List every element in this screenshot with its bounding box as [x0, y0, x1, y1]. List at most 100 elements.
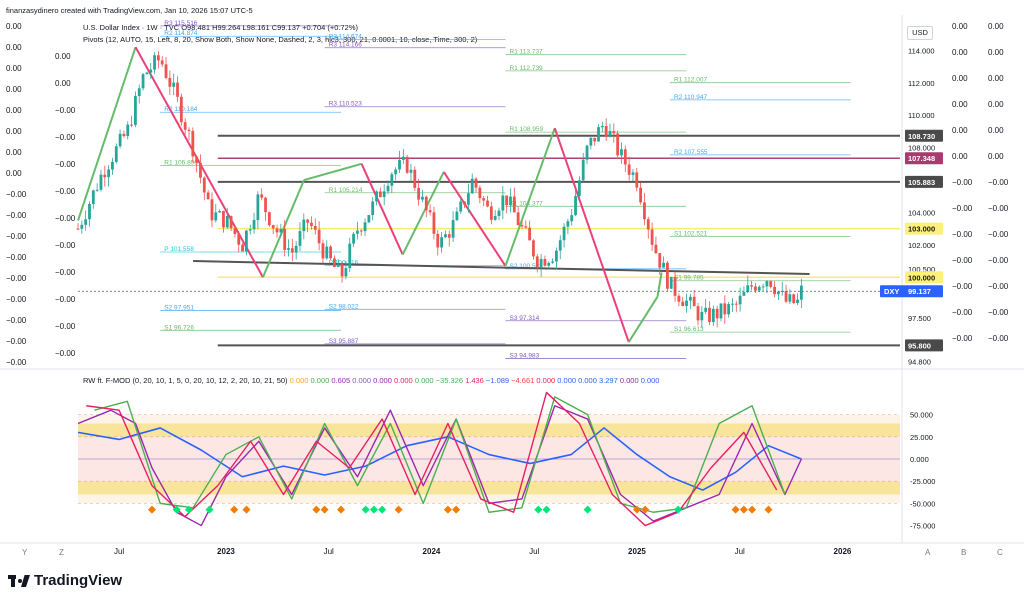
last-price-label: 99.137: [908, 287, 931, 296]
left-scale-1-value: 0.00: [6, 127, 22, 136]
left-scale-1-value: 0.00: [6, 106, 22, 115]
candle-body: [799, 285, 803, 300]
candle-body: [562, 226, 566, 241]
left-scale-2-value: −0.00: [55, 241, 76, 250]
candle-body: [727, 304, 731, 315]
candle-body: [466, 193, 470, 205]
candle-body: [432, 212, 436, 234]
left-scale-1-value: −0.00: [6, 316, 27, 325]
candle-body: [371, 201, 375, 216]
candle-body: [271, 225, 275, 229]
rw-indicator-values: 0.000 0.000 0.605 0.000 0.000 0.000 0.00…: [290, 376, 660, 385]
rw-value: 0.000: [308, 376, 330, 385]
candle-body: [187, 129, 191, 131]
candle-body: [677, 295, 681, 302]
left-scale-2-value: −0.00: [55, 214, 76, 223]
candle-body: [183, 122, 187, 130]
candle-body: [593, 137, 597, 142]
candle-body: [336, 264, 340, 267]
osc-upper-zone: [78, 423, 900, 437]
candle-body: [88, 203, 91, 220]
candle-body: [317, 229, 321, 244]
left-scale-2-value: −0.00: [55, 322, 76, 331]
tradingview-logo-icon: [8, 575, 30, 588]
corner-label-z[interactable]: Z: [59, 548, 64, 557]
candle-body: [589, 137, 593, 146]
tradingview-logo: TradingView: [8, 572, 122, 589]
price-tag: [905, 152, 943, 165]
corner-label-b[interactable]: B: [961, 548, 967, 557]
last-price-tag: [905, 285, 943, 298]
candle-body: [176, 82, 179, 97]
right-scale-1-value: 0.00: [952, 152, 968, 161]
candle-body: [731, 303, 734, 305]
candle-body: [382, 191, 386, 198]
candle-body: [287, 248, 290, 250]
candle-body: [746, 285, 750, 293]
candle-body: [409, 169, 413, 173]
rw-value: −35.326: [433, 376, 463, 385]
pivot-level-label: R2 107.555: [674, 149, 708, 156]
candle-body: [524, 226, 528, 228]
left-scale-1-value: −0.00: [6, 190, 27, 199]
candle-body: [669, 277, 673, 289]
left-scale-2-value: 0.00: [55, 52, 71, 61]
signal-diamond: [320, 505, 329, 514]
rw-value: 0.000: [412, 376, 434, 385]
left-scale-2-value: −0.00: [55, 187, 76, 196]
candle-body: [386, 185, 390, 192]
pivot-level-label: S2 97.951: [164, 304, 194, 311]
symbol-info-line: U.S. Dollar Index · 1W · TVC O98.481 H99…: [83, 23, 359, 32]
zigzag-segment: [442, 171, 507, 267]
corner-label-c[interactable]: C: [997, 548, 1003, 557]
candle-body: [294, 245, 298, 253]
candle-body: [681, 301, 685, 306]
right-scale-2-value: 0.00: [988, 74, 1004, 83]
corner-label-a[interactable]: A: [925, 548, 931, 557]
price-tag-label: 105.883: [908, 178, 935, 187]
left-scale-1-value: −0.00: [6, 295, 27, 304]
candle-body: [179, 96, 183, 123]
candle-body: [738, 295, 742, 305]
price-axis-label: 104.000: [908, 208, 935, 217]
candle-body: [708, 307, 711, 323]
currency-button[interactable]: USD: [907, 26, 933, 40]
corner-label-y[interactable]: Y: [22, 548, 28, 557]
trendline: [193, 260, 810, 276]
signal-diamond: [172, 505, 181, 514]
osc-axis-label: 50.000: [910, 411, 933, 420]
right-scale-2-value: 0.00: [988, 22, 1004, 31]
candle-body: [245, 230, 248, 252]
candle-body: [773, 286, 776, 295]
candle-body: [298, 231, 302, 246]
tradingview-wordmark: TradingView: [34, 572, 123, 589]
price-tag: [905, 175, 943, 188]
candle-body: [555, 250, 558, 262]
rw-indicator-line[interactable]: RW ft. F-MOD (0, 20, 10, 1, 5, 0, 20, 10…: [83, 376, 659, 385]
signal-diamond: [731, 505, 740, 514]
candle-body: [126, 124, 130, 137]
candle-body: [489, 206, 493, 220]
candle-body: [612, 131, 616, 134]
candle-body: [685, 300, 688, 306]
candle-body: [604, 125, 608, 137]
signal-diamond: [739, 505, 748, 514]
candle-body: [585, 145, 589, 160]
signal-diamond: [361, 505, 370, 514]
signal-diamond: [184, 505, 193, 514]
candle-body: [260, 194, 264, 198]
signal-diamond: [312, 505, 321, 514]
candle-body: [107, 169, 111, 178]
candle-body: [654, 244, 658, 254]
rw-value: 0.000: [555, 376, 577, 385]
candle-body: [363, 222, 367, 232]
signal-diamond: [764, 505, 773, 514]
signal-diamond: [337, 505, 346, 514]
right-scale-1-value: 0.00: [952, 126, 968, 135]
candle-body: [509, 196, 512, 206]
osc-axis-label: -50.000: [910, 499, 935, 508]
candle-body: [405, 156, 409, 173]
candle-body: [765, 281, 769, 287]
pivots-indicator-line[interactable]: Pivots (12, AUTO, 15, Left, 8, 20, Show …: [83, 35, 478, 44]
